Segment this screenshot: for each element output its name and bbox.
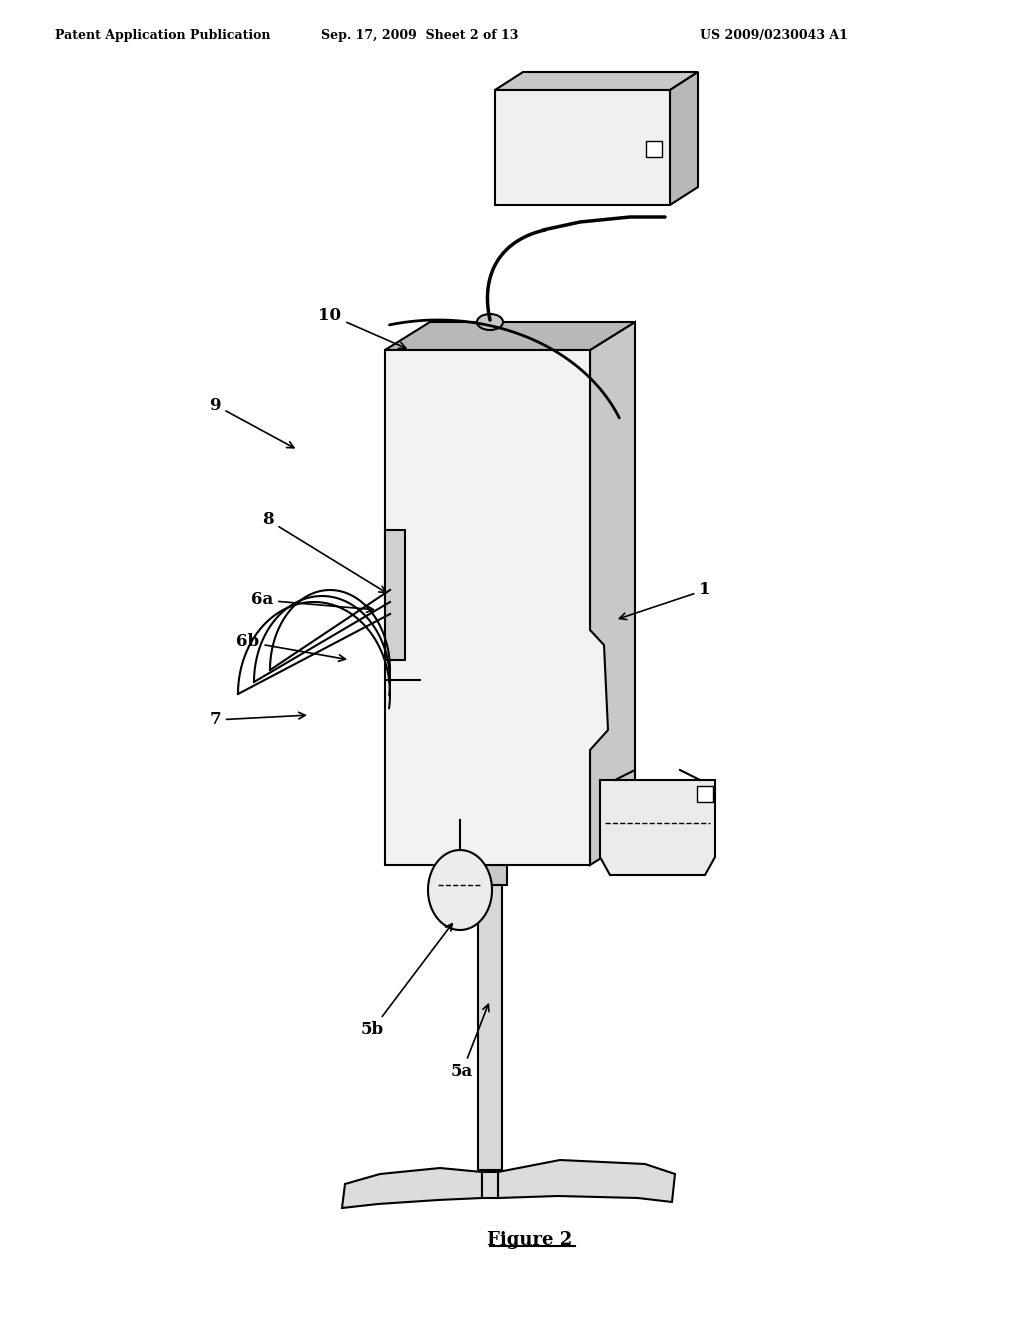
Polygon shape xyxy=(428,850,492,931)
Polygon shape xyxy=(600,780,715,875)
Polygon shape xyxy=(482,1172,498,1199)
Text: 5b: 5b xyxy=(360,924,453,1039)
Text: Patent Application Publication: Patent Application Publication xyxy=(55,29,270,41)
Ellipse shape xyxy=(477,314,503,330)
Text: 1: 1 xyxy=(620,582,711,619)
Polygon shape xyxy=(385,350,608,865)
Bar xyxy=(385,531,406,660)
Text: Sep. 17, 2009  Sheet 2 of 13: Sep. 17, 2009 Sheet 2 of 13 xyxy=(322,29,519,41)
Text: 7: 7 xyxy=(209,711,305,729)
Polygon shape xyxy=(590,322,635,865)
Bar xyxy=(495,90,670,205)
Bar xyxy=(473,865,507,884)
Text: 10: 10 xyxy=(318,306,406,348)
Polygon shape xyxy=(495,73,698,90)
Bar xyxy=(646,141,662,157)
Polygon shape xyxy=(342,1168,482,1208)
Text: 8: 8 xyxy=(262,511,386,593)
Polygon shape xyxy=(670,73,698,205)
Bar xyxy=(478,884,502,1170)
Text: 6b: 6b xyxy=(237,634,345,661)
Text: 5a: 5a xyxy=(451,1005,489,1081)
Bar xyxy=(697,785,713,803)
Polygon shape xyxy=(498,1160,675,1203)
Text: US 2009/0230043 A1: US 2009/0230043 A1 xyxy=(700,29,848,41)
Polygon shape xyxy=(385,322,635,350)
Text: 9: 9 xyxy=(209,396,294,447)
Text: Figure 2: Figure 2 xyxy=(487,1232,572,1249)
Text: 6a: 6a xyxy=(251,591,374,612)
